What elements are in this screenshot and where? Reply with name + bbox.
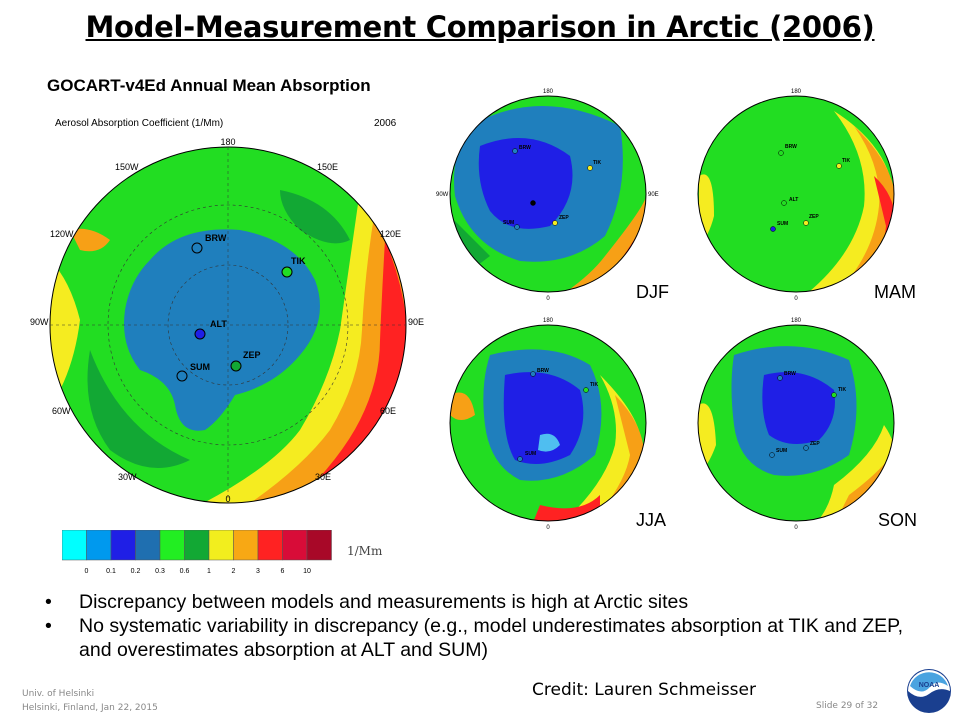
- jja-lon-0: 0: [546, 525, 550, 530]
- djf-site-sum: SUM: [503, 220, 514, 226]
- lon-label-0: 0: [225, 494, 230, 504]
- colorbar-tick-label: 0: [84, 568, 89, 575]
- map-subtitle: Aerosol Absorption Coefficient (1/Mm): [55, 118, 224, 129]
- slide-number: Slide 29 of 32: [816, 701, 879, 711]
- colorbar-swatch: [306, 530, 332, 561]
- djf-lon-180: 180: [543, 89, 554, 95]
- colorbar-swatch: [208, 530, 234, 561]
- site-markers: BRW TIK ALT ZEP SUM: [176, 233, 306, 382]
- jja-lon-180: 180: [543, 318, 554, 324]
- bullet-text: No systematic variability in discrepancy…: [79, 615, 904, 661]
- colorbar-swatch: [62, 530, 87, 561]
- site-label-brw: BRW: [205, 233, 227, 243]
- season-label-jja: JJA: [636, 510, 667, 530]
- djf-lon-90w: 90W: [436, 192, 449, 198]
- slide-title: Model-Measurement Comparison in Arctic (…: [85, 10, 875, 44]
- lon-label-120e: 120E: [380, 229, 401, 239]
- jja-site-brw: BRW: [537, 368, 549, 374]
- colorbar-tick-label: 10: [303, 568, 311, 575]
- mam-site-brw: BRW: [785, 144, 797, 150]
- noaa-logo: NOAA: [907, 669, 951, 713]
- map-fields: [50, 147, 406, 503]
- colorbar: [62, 530, 332, 561]
- lon-label-60w: 60W: [52, 406, 71, 416]
- annual-mean-map: 180 0 90W 90E 150W 150E 120W 120E 60W 60…: [30, 137, 424, 504]
- son-site-sum: SUM: [776, 448, 787, 454]
- colorbar-unit: 1/Mm: [347, 544, 383, 558]
- season-label-son: SON: [878, 510, 918, 530]
- site-label-tik: TIK: [291, 256, 306, 266]
- colorbar-tick-label: 6: [280, 568, 285, 575]
- mam-lon-0: 0: [794, 296, 798, 301]
- season-map-djf: 180 0 90W 90E BRW TIK ZEP SUM: [436, 89, 659, 301]
- lon-label-120w: 120W: [50, 229, 74, 239]
- son-lon-180: 180: [791, 318, 802, 324]
- footer-left: Univ. of Helsinki Helsinki, Finland, Jan…: [22, 687, 158, 715]
- colorbar-swatch: [110, 530, 136, 561]
- bullet-list: • Discrepancy between models and measurem…: [45, 590, 905, 662]
- colorbar-swatch: [159, 530, 185, 561]
- mam-site-alt: ALT: [789, 197, 798, 203]
- colorbar-tick-label: 1: [207, 568, 211, 575]
- lon-label-30e: 30E: [315, 472, 331, 482]
- jja-site-tik: TIK: [590, 382, 598, 388]
- djf-site-brw: BRW: [519, 145, 531, 151]
- colorbar-swatch: [184, 530, 210, 561]
- site-label-alt: ALT: [210, 319, 227, 329]
- site-label-zep: ZEP: [243, 350, 261, 360]
- footer-location-date: Helsinki, Finland, Jan 22, 2015: [22, 703, 158, 713]
- colorbar-tick-label: 0.1: [106, 568, 116, 575]
- lon-label-150w: 150W: [115, 162, 139, 172]
- colorbar-swatch: [86, 530, 112, 561]
- mam-site-zep: ZEP: [809, 214, 819, 220]
- lon-label-90e: 90E: [408, 317, 424, 327]
- colorbar-tick-label: 2: [231, 568, 236, 575]
- lon-label-60e: 60E: [380, 406, 396, 416]
- colorbar-swatch: [135, 530, 161, 561]
- son-lon-0: 0: [794, 525, 798, 530]
- son-site-tik: TIK: [838, 387, 846, 393]
- son-site-zep: ZEP: [810, 441, 820, 447]
- season-map-mam: 180 0 BRW TIK ALT ZEP SUM: [697, 89, 895, 301]
- lon-label-90w: 90W: [30, 317, 49, 327]
- season-label-djf: DJF: [636, 282, 669, 302]
- season-map-son: 180 0 BRW TIK ZEP SUM: [697, 318, 895, 530]
- colorbar-swatch: [233, 530, 259, 561]
- colorbar-tick-label: 0.3: [155, 568, 165, 575]
- son-site-brw: BRW: [784, 371, 796, 377]
- djf-site-zep: ZEP: [559, 215, 569, 221]
- colorbar-tick-label: 0.2: [130, 568, 141, 575]
- colorbar-tick-label: 3: [256, 568, 260, 575]
- mam-site-sum: SUM: [777, 221, 788, 227]
- season-map-jja: 180 0 BRW TIK SUM: [449, 318, 647, 530]
- mam-lon-180: 180: [791, 89, 802, 95]
- lon-label-180: 180: [220, 137, 235, 147]
- lon-label-30w: 30W: [118, 472, 137, 482]
- site-label-sum: SUM: [190, 362, 210, 372]
- colorbar-swatch: [257, 530, 283, 561]
- colorbar-tick-label: 0.6: [179, 568, 190, 575]
- bullet-item: • No systematic variability in discrepanc…: [45, 615, 904, 661]
- colorbar-swatch: [282, 530, 308, 561]
- bullet-text: Discrepancy between models and measureme…: [79, 591, 689, 613]
- map-year: 2006: [374, 118, 397, 129]
- jja-site-sum: SUM: [525, 451, 536, 457]
- djf-lon-90e: 90E: [648, 192, 659, 198]
- mam-site-tik: TIK: [842, 158, 850, 164]
- map-title: GOCART-v4Ed Annual Mean Absorption: [47, 76, 371, 95]
- djf-lon-0: 0: [546, 296, 550, 301]
- credit-text: Credit: Lauren Schmeisser: [532, 680, 756, 700]
- svg-text:NOAA: NOAA: [919, 682, 940, 689]
- lon-label-150e: 150E: [317, 162, 338, 172]
- bullet-item: • Discrepancy between models and measurem…: [45, 591, 689, 613]
- djf-site-tik: TIK: [593, 160, 601, 166]
- season-label-mam: MAM: [874, 282, 916, 302]
- footer-institution: Univ. of Helsinki: [22, 689, 95, 699]
